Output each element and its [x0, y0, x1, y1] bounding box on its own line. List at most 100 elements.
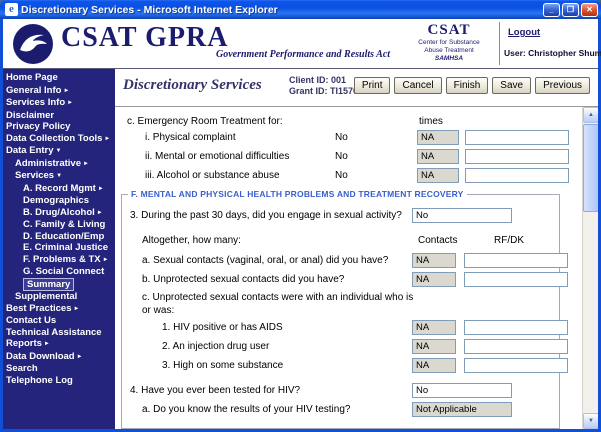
- er-physical-times-field[interactable]: [465, 130, 569, 145]
- sidebar-item-label: Reports: [6, 338, 42, 349]
- submenu-arrow-icon: ►: [96, 209, 103, 216]
- csat-logo-line2: Abuse Treatment: [424, 46, 474, 54]
- sidebar-item-label: F. Problems & TX: [23, 253, 101, 265]
- qc1-rfdk-field[interactable]: [464, 320, 568, 335]
- sidebar-item-services-info[interactable]: Services Info ►: [6, 97, 115, 110]
- sidebar-item-reports[interactable]: Reports ►: [6, 338, 115, 351]
- sidebar-item-services[interactable]: Services ▼: [6, 170, 115, 183]
- sidebar-item-label: D. Education/Emp: [23, 230, 105, 242]
- q4a-answer-field[interactable]: [412, 402, 512, 417]
- sidebar-item-label: Administrative: [15, 157, 81, 169]
- grant-id: Grant ID: TI15703: [289, 86, 364, 96]
- sidebar-item-d-education-emp[interactable]: D. Education/Emp: [6, 231, 115, 243]
- print-button[interactable]: Print: [353, 77, 391, 94]
- window-frame: CSAT GPRA Government Performance and Res…: [3, 19, 601, 429]
- sidebar-item-disclaimer[interactable]: Disclaimer: [6, 110, 115, 122]
- sidebar-item-c-family-living[interactable]: C. Family & Living: [6, 219, 115, 231]
- sidebar-item-label: Data Entry: [6, 145, 54, 156]
- er-physical-na-field[interactable]: [417, 130, 459, 145]
- qc1-hiv-label: 1. HIV positive or has AIDS: [162, 322, 283, 333]
- sidebar-item-general-info[interactable]: General Info ►: [6, 85, 115, 98]
- qa-rfdk-field[interactable]: [464, 253, 568, 268]
- sidebar-item-e-criminal-justice[interactable]: E. Criminal Justice: [6, 242, 115, 254]
- sidebar-item-search[interactable]: Search: [6, 363, 115, 375]
- sidebar-item-technical-assistance[interactable]: Technical Assistance: [6, 327, 115, 339]
- qa-contacts-field[interactable]: [412, 253, 456, 268]
- client-grant-ids: Client ID: 001 Grant ID: TI15703: [289, 75, 363, 97]
- times-column-label: times: [419, 116, 443, 127]
- sidebar-item-data-collection-tools[interactable]: Data Collection Tools ►: [6, 133, 115, 146]
- er-alcohol-times-field[interactable]: [465, 168, 569, 183]
- sidebar-item-g-social-connect[interactable]: G. Social Connect: [6, 266, 115, 278]
- sidebar-item-label: E. Criminal Justice: [23, 242, 109, 253]
- sidebar-item-privacy-policy[interactable]: Privacy Policy: [6, 121, 115, 133]
- qb-rfdk-field[interactable]: [464, 272, 568, 287]
- finish-button[interactable]: Finish: [445, 77, 489, 94]
- main-header: Discretionary Services Client ID: 001 Gr…: [115, 69, 598, 107]
- sidebar-item-demographics[interactable]: Demographics: [6, 195, 115, 207]
- qc2-rfdk-field[interactable]: [464, 339, 568, 354]
- sidebar-item-home-page[interactable]: Home Page: [6, 72, 115, 85]
- sidebar-item-best-practices[interactable]: Best Practices ►: [6, 303, 115, 316]
- vertical-scrollbar[interactable]: ▲ ▼: [582, 107, 598, 429]
- submenu-arrow-icon: ►: [104, 135, 111, 142]
- qc2-contacts-field[interactable]: [412, 339, 456, 354]
- sidebar-item-f-problems-tx[interactable]: F. Problems & TX ►: [6, 254, 115, 267]
- submenu-arrow-icon: ▼: [56, 173, 63, 179]
- csat-logo-name: CSAT: [427, 22, 471, 38]
- csat-logo-samhsa: SAMHSA: [434, 55, 464, 62]
- qc3-contacts-field[interactable]: [412, 358, 456, 373]
- logout-link[interactable]: Logout: [508, 27, 541, 38]
- sidebar-item-label: Home Page: [6, 72, 58, 83]
- er-mental-na-field[interactable]: [417, 149, 459, 164]
- contacts-column-header: Contacts: [418, 235, 458, 246]
- form-area: c. Emergency Room Treatment for: times i…: [115, 107, 598, 429]
- maximize-button[interactable]: ❐: [562, 2, 579, 17]
- q4a-label: a. Do you know the results of your HIV t…: [142, 404, 351, 415]
- qc3-rfdk-field[interactable]: [464, 358, 568, 373]
- er-alcohol-answer: No: [335, 170, 348, 181]
- qc2-injection-label: 2. An injection drug user: [162, 341, 270, 352]
- sidebar-item-summary[interactable]: Summary: [6, 277, 115, 291]
- form-content: c. Emergency Room Treatment for: times i…: [115, 113, 582, 429]
- er-mental-label: ii. Mental or emotional difficulties: [145, 151, 290, 162]
- qc1-contacts-field[interactable]: [412, 320, 456, 335]
- qb-contacts-field[interactable]: [412, 272, 456, 287]
- sidebar-item-label: Services Info: [6, 97, 66, 108]
- cancel-button[interactable]: Cancel: [394, 77, 442, 94]
- title-bar[interactable]: e Discretionary Services - Microsoft Int…: [0, 0, 601, 19]
- sidebar-item-label: Search: [6, 363, 38, 374]
- ie-window-icon: e: [5, 3, 18, 16]
- sidebar-item-label: Data Download: [6, 350, 75, 362]
- save-button[interactable]: Save: [492, 77, 532, 94]
- sidebar-item-b-drug-alcohol[interactable]: B. Drug/Alcohol ►: [6, 207, 115, 220]
- q4-answer-field[interactable]: [412, 383, 512, 398]
- page-header: CSAT GPRA Government Performance and Res…: [3, 19, 601, 70]
- er-mental-times-field[interactable]: [465, 149, 569, 164]
- scroll-thumb[interactable]: [583, 124, 598, 212]
- sidebar-item-label: G. Social Connect: [23, 266, 105, 277]
- sidebar-item-label: A. Record Mgmt: [23, 182, 96, 194]
- q3-answer-field[interactable]: [412, 208, 512, 223]
- previous-button[interactable]: Previous: [535, 77, 590, 94]
- minimize-button[interactable]: _: [543, 2, 560, 17]
- sidebar-item-contact-us[interactable]: Contact Us: [6, 315, 115, 327]
- submenu-arrow-icon: ►: [102, 256, 109, 263]
- csat-logo-line1: Center for Substance: [418, 39, 480, 46]
- client-id: Client ID: 001: [289, 75, 347, 85]
- close-button[interactable]: ✕: [581, 2, 598, 17]
- sidebar-item-a-record-mgmt[interactable]: A. Record Mgmt ►: [6, 183, 115, 196]
- scroll-up-button[interactable]: ▲: [583, 107, 598, 123]
- sidebar-item-administrative[interactable]: Administrative ►: [6, 158, 115, 171]
- sidebar-item-data-entry[interactable]: Data Entry ▼: [6, 145, 115, 158]
- sidebar-item-supplemental[interactable]: Supplemental: [6, 291, 115, 303]
- sidebar-item-data-download[interactable]: Data Download ►: [6, 351, 115, 364]
- hhs-logo-icon: [12, 23, 54, 70]
- er-alcohol-na-field[interactable]: [417, 168, 459, 183]
- scroll-down-button[interactable]: ▼: [583, 413, 598, 429]
- page-title: Discretionary Services: [123, 77, 262, 93]
- sidebar-item-telephone-log[interactable]: Telephone Log: [6, 375, 115, 387]
- qc-unprotected-with-label: c. Unprotected sexual contacts were with…: [142, 292, 414, 316]
- er-physical-answer: No: [335, 132, 348, 143]
